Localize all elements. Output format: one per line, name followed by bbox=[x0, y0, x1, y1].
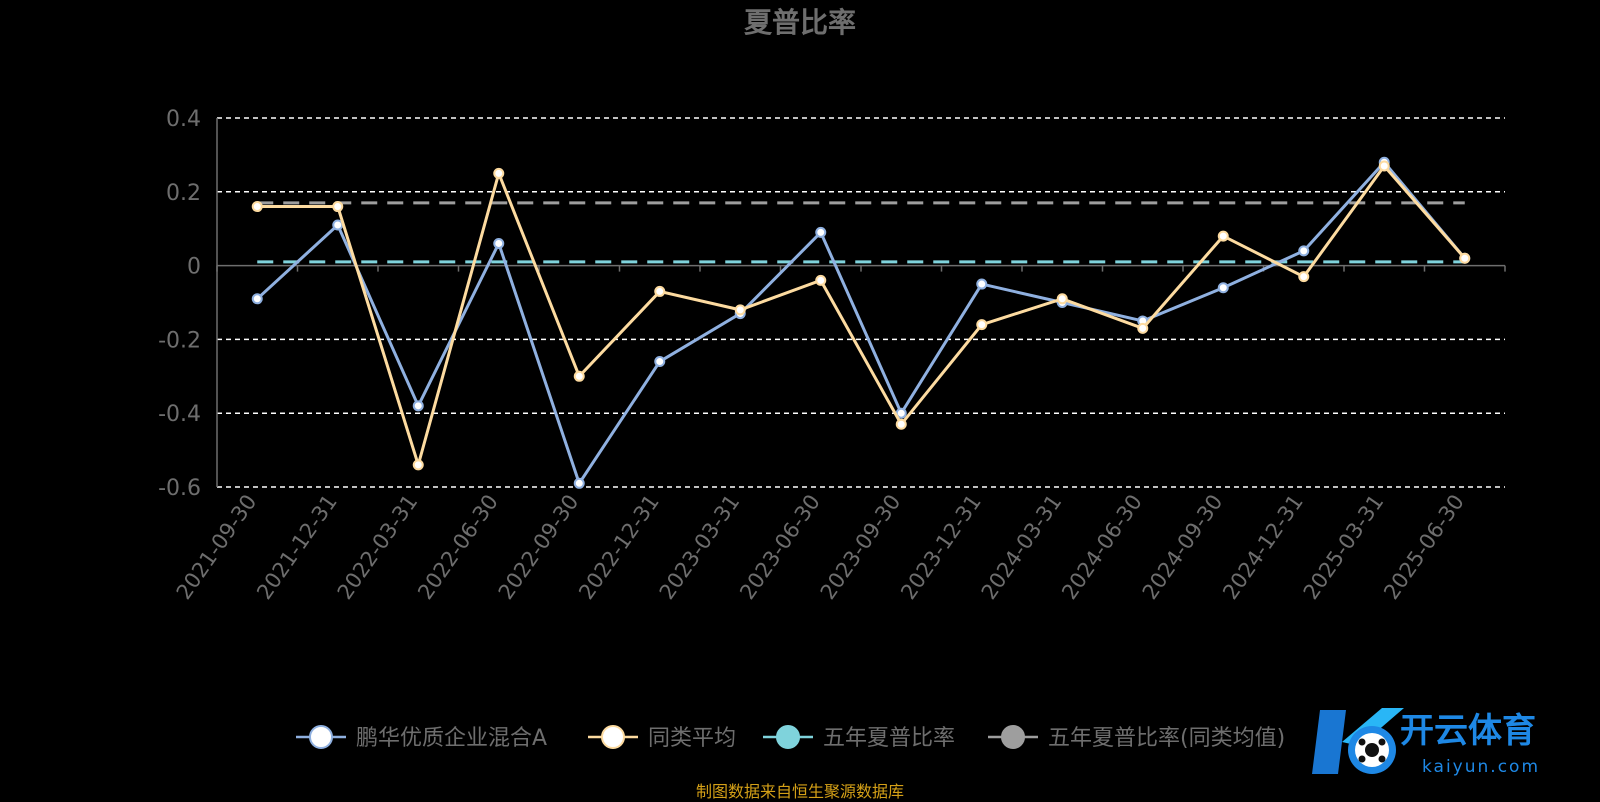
data-point bbox=[1298, 271, 1310, 283]
data-point bbox=[976, 278, 988, 290]
legend-item[interactable]: 五年夏普比率(同类均值) bbox=[988, 725, 1285, 751]
x-tick-label: 2025-06-30 bbox=[1379, 490, 1469, 604]
data-point bbox=[493, 167, 505, 179]
x-tick-label: 2023-12-31 bbox=[896, 490, 986, 604]
data-point bbox=[734, 304, 746, 316]
y-tick-label: 0 bbox=[187, 255, 201, 280]
brand-domain: kaiyun.com bbox=[1422, 757, 1540, 777]
data-point bbox=[493, 237, 505, 249]
data-point bbox=[654, 285, 666, 297]
data-point bbox=[573, 370, 585, 382]
data-point bbox=[815, 226, 827, 238]
legend-item[interactable]: 五年夏普比率 bbox=[763, 725, 955, 751]
legend-marker bbox=[1001, 725, 1025, 749]
data-point bbox=[1298, 245, 1310, 257]
axes: 0.40.20-0.2-0.4-0.62021-09-302021-12-312… bbox=[158, 107, 1506, 604]
legend-item[interactable]: 鹏华优质企业混合A bbox=[296, 725, 547, 751]
legend-marker bbox=[776, 725, 800, 749]
series-line-fund bbox=[256, 160, 1466, 487]
y-tick-label: -0.4 bbox=[158, 402, 201, 427]
data-point bbox=[654, 356, 666, 368]
data-point bbox=[332, 219, 344, 231]
y-tick-label: -0.2 bbox=[158, 328, 201, 353]
series-line-peer-avg bbox=[257, 163, 1466, 471]
x-tick-label: 2023-09-30 bbox=[816, 490, 906, 604]
data-point bbox=[1378, 160, 1390, 172]
chart-title: 夏普比率 bbox=[744, 6, 856, 39]
data-point bbox=[1056, 293, 1068, 305]
data-point bbox=[251, 293, 263, 305]
x-tick-label: 2022-09-30 bbox=[494, 490, 584, 604]
data-point bbox=[251, 201, 263, 213]
x-tick-label: 2023-06-30 bbox=[735, 490, 825, 604]
x-tick-label: 2021-12-31 bbox=[252, 490, 342, 604]
x-tick-label: 2023-03-31 bbox=[655, 490, 745, 604]
grid-lines bbox=[217, 117, 1505, 488]
data-point bbox=[1137, 322, 1149, 334]
legend[interactable]: 鹏华优质企业混合A 同类平均 五年夏普比率 五年夏普比率(同类均值) bbox=[296, 725, 1285, 751]
x-tick-label: 2022-12-31 bbox=[574, 490, 664, 604]
x-tick-label: 2024-09-30 bbox=[1138, 490, 1228, 604]
data-point bbox=[1217, 230, 1229, 242]
legend-label: 五年夏普比率(同类均值) bbox=[1048, 726, 1285, 751]
x-tick-label: 2022-06-30 bbox=[413, 490, 503, 604]
data-point bbox=[1459, 252, 1471, 264]
brand-chinese: 开云体育 bbox=[1400, 711, 1536, 751]
x-tick-label: 2022-03-31 bbox=[333, 490, 423, 604]
data-point bbox=[895, 418, 907, 430]
x-tick-label: 2024-06-30 bbox=[1057, 490, 1147, 604]
data-point bbox=[412, 459, 424, 471]
x-tick-label: 2024-12-31 bbox=[1218, 490, 1308, 604]
kaiyun-logo: 开云体育 kaiyun.com bbox=[1312, 708, 1540, 777]
data-point bbox=[1217, 282, 1229, 294]
legend-item[interactable]: 同类平均 bbox=[588, 725, 736, 751]
legend-marker bbox=[601, 725, 625, 749]
series-layer bbox=[251, 156, 1471, 489]
data-point bbox=[573, 477, 585, 489]
legend-label: 鹏华优质企业混合A bbox=[356, 726, 547, 751]
legend-marker bbox=[309, 725, 333, 749]
x-tick-label: 2021-09-30 bbox=[172, 490, 262, 604]
data-point bbox=[412, 400, 424, 412]
data-point bbox=[815, 274, 827, 286]
data-point bbox=[332, 201, 344, 213]
legend-label: 同类平均 bbox=[648, 726, 736, 751]
y-tick-label: 0.4 bbox=[166, 107, 201, 132]
data-point bbox=[976, 319, 988, 331]
y-tick-label: -0.6 bbox=[158, 476, 201, 501]
source-note: 制图数据来自恒生聚源数据库 bbox=[695, 782, 904, 801]
y-tick-label: 0.2 bbox=[166, 181, 201, 206]
logo-mark-icon bbox=[1312, 708, 1404, 774]
x-tick-label: 2025-03-31 bbox=[1299, 490, 1389, 604]
legend-label: 五年夏普比率 bbox=[823, 726, 955, 751]
x-tick-label: 2024-03-31 bbox=[977, 490, 1067, 604]
